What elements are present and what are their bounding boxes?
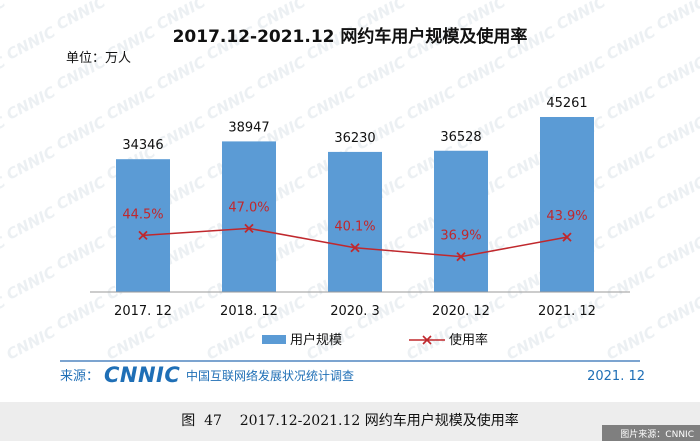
- bar-value-label: 36230: [334, 131, 375, 146]
- rate-value-labels: 44.5% 47.0% 40.1% 36.9% 43.9%: [122, 200, 587, 243]
- rate-value-label: 47.0%: [228, 200, 269, 215]
- cnnic-logo-subtitle: 中国互联网络发展状况统计调查: [186, 368, 354, 383]
- legend-line-marker: [422, 335, 432, 345]
- watermark-text: CNNIC: [553, 53, 608, 94]
- x-tick-label: 2020. 3: [330, 304, 380, 319]
- bar-value-labels: 34346 38947 36230 36528 45261: [122, 96, 587, 153]
- rate-markers: [138, 223, 572, 262]
- watermark-text: CNNIC: [653, 0, 700, 34]
- watermark-text: CNNIC: [3, 83, 58, 124]
- watermark-text: CNNIC: [653, 293, 700, 334]
- watermark-text: CNNIC: [603, 323, 658, 364]
- figure-caption: 图 47 2017.12-2021.12 网约车用户规模及使用率: [181, 412, 518, 429]
- watermark-text: CNNIC: [103, 323, 158, 364]
- watermark-text: CNNIC: [0, 0, 8, 34]
- watermark-text: CNNIC: [603, 203, 658, 244]
- watermark-text: CNNIC: [253, 53, 308, 94]
- watermark-text: CNNIC: [53, 113, 108, 154]
- watermark-text: CNNIC: [0, 173, 8, 214]
- watermark-text: CNNIC: [353, 53, 408, 94]
- watermark-text: CNNIC: [303, 83, 358, 124]
- watermark-text: CNNIC: [453, 53, 508, 94]
- x-tick-label: 2018. 12: [220, 304, 278, 319]
- watermark-text: CNNIC: [653, 53, 700, 94]
- watermark-text: CNNIC: [503, 323, 558, 364]
- watermark-text: CNNIC: [3, 143, 58, 184]
- watermark-text: CNNIC: [203, 83, 258, 124]
- watermark-text: CNNIC: [103, 83, 158, 124]
- watermark-text: CNNIC: [3, 203, 58, 244]
- legend-bar-swatch: [262, 335, 286, 344]
- bar-value-label: 45261: [546, 96, 587, 111]
- watermark-text: CNNIC: [653, 233, 700, 274]
- watermark-text: CNNIC: [603, 23, 658, 64]
- rate-value-label: 40.1%: [334, 220, 375, 235]
- cnnic-logo: CNNIC 中国互联网络发展状况统计调查: [104, 363, 354, 387]
- rate-value-label: 43.9%: [546, 209, 587, 224]
- rate-value-label: 44.5%: [122, 207, 163, 222]
- cnnic-logo-mark: CNNIC: [104, 363, 180, 387]
- bar: [222, 141, 276, 292]
- legend-line-label: 使用率: [449, 332, 488, 348]
- footer-date: 2021. 12: [587, 369, 645, 384]
- watermark-text: CNNIC: [53, 293, 108, 334]
- caption-band: [0, 402, 700, 441]
- x-tick-label: 2021. 12: [538, 304, 596, 319]
- watermark-text: CNNIC: [653, 113, 700, 154]
- x-tick-labels: 2017. 12 2018. 12 2020. 3 2020. 12 2021. 12: [114, 304, 596, 319]
- bar: [434, 150, 488, 292]
- watermark-text: CNNIC: [53, 173, 108, 214]
- watermark-text: CNNIC: [603, 143, 658, 184]
- bar-series: [116, 116, 594, 292]
- watermark-text: CNNIC: [53, 0, 108, 34]
- image-credit: 图片来源：CNNIC: [620, 428, 694, 440]
- legend: 用户规模 使用率: [262, 332, 488, 348]
- image-credit-bg: [602, 425, 700, 441]
- rate-marker: [350, 243, 360, 253]
- rate-marker: [456, 252, 466, 262]
- rate-marker: [138, 230, 148, 241]
- watermark-text: CNNIC: [3, 263, 58, 304]
- watermark-text: CNNIC: [0, 293, 8, 334]
- bar: [116, 159, 170, 292]
- watermark-text: CNNIC: [653, 173, 700, 214]
- bar-value-label: 34346: [122, 138, 163, 153]
- watermark-text: CNNIC: [603, 83, 658, 124]
- x-tick-label: 2017. 12: [114, 304, 172, 319]
- rate-value-label: 36.9%: [440, 229, 481, 244]
- source-label: 来源：: [60, 369, 99, 384]
- watermark-text: CNNIC: [0, 113, 8, 154]
- rate-marker: [244, 223, 254, 234]
- unit-label: 单位：万人: [66, 51, 131, 66]
- watermark-text: CNNIC: [603, 263, 658, 304]
- watermark-text: CNNIC: [0, 53, 8, 94]
- watermark-text: CNNIC: [0, 233, 8, 274]
- watermark-text: CNNIC: [3, 23, 58, 64]
- bar: [540, 116, 594, 292]
- watermark-text: CNNIC: [403, 83, 458, 124]
- chart-title: 2017.12-2021.12 网约车用户规模及使用率: [173, 26, 528, 47]
- bar-value-label: 38947: [228, 120, 269, 135]
- watermark-text: CNNIC: [3, 323, 58, 364]
- bar-value-label: 36528: [440, 130, 481, 145]
- watermark-text: CNNIC: [203, 323, 258, 364]
- rate-marker: [562, 232, 572, 242]
- bar: [328, 151, 382, 292]
- legend-bar-label: 用户规模: [290, 332, 342, 348]
- watermark-text: CNNIC: [53, 233, 108, 274]
- watermark-text: CNNIC: [553, 0, 608, 34]
- x-tick-label: 2020. 12: [432, 304, 490, 319]
- watermark-text: CNNIC: [153, 53, 208, 94]
